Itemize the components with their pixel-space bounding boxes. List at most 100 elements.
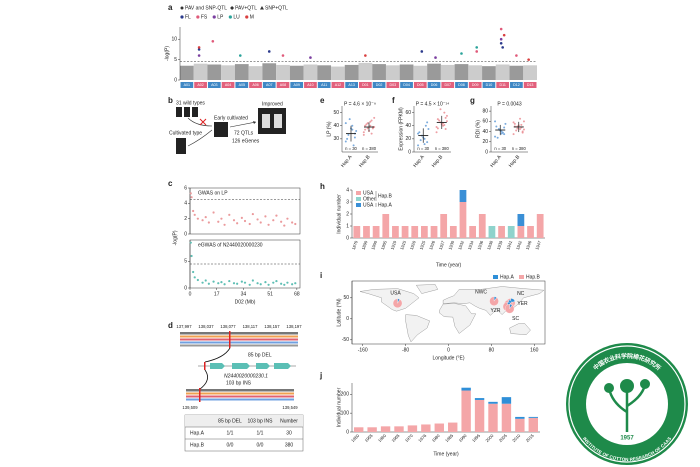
x-tick-label: 1946 [525, 239, 533, 250]
y-tick-label: 0 [184, 231, 187, 237]
snp-point [217, 282, 220, 285]
x-tick-label: 1955 [364, 432, 375, 443]
sample-point [417, 132, 420, 135]
snp-point [286, 217, 289, 220]
snp-point [291, 283, 294, 286]
panel-label: b [168, 96, 173, 105]
sample-point [366, 122, 369, 125]
y-tick-label: 0 [408, 149, 411, 155]
y-tick-label: 50 [333, 110, 339, 116]
snp-point [272, 281, 275, 284]
bar [411, 226, 419, 238]
qtl-point [475, 46, 479, 49]
x-tick-label: 1926 [428, 239, 436, 250]
snp-point [232, 282, 236, 285]
bar [449, 226, 457, 238]
legend-label: SNP+QTL [265, 5, 288, 11]
chromosome-label: D11 [500, 83, 506, 87]
sample-point [365, 123, 368, 126]
x-tick-label: 1890 [361, 239, 369, 250]
table: 85 bp DEL 103 bp INS Number Hap.A 1/1 1/… [184, 414, 304, 452]
panel-label: j [319, 371, 322, 380]
background-snps [221, 65, 235, 80]
bar [478, 214, 486, 238]
x-tick-label: 1960 [377, 432, 388, 443]
snp-point [207, 282, 210, 285]
x-tick-label: 1950 [350, 432, 361, 443]
legend-group: Hap.A [378, 202, 393, 208]
del-label: 85 bp DEL [248, 352, 272, 358]
bar [461, 390, 471, 432]
x-tick-label: 160 [530, 347, 539, 353]
bar [515, 416, 525, 419]
track [186, 392, 294, 395]
panel-label: h [320, 182, 325, 191]
panel-label: d [168, 321, 173, 330]
background-snps [207, 64, 222, 80]
chromosome-label: D03 [390, 83, 397, 87]
land [359, 288, 420, 312]
pie-slice [392, 298, 403, 308]
snp-point [243, 219, 247, 223]
chromosome-box [523, 82, 537, 88]
y-tick-label: 10 [171, 37, 177, 43]
qtl-point [238, 54, 242, 57]
chromosome-label: A02 [197, 83, 203, 87]
early-label: Early cultivated [214, 115, 248, 121]
sample-point [348, 118, 351, 121]
y-tick-label: 0 [346, 429, 349, 435]
legend-swatch [356, 191, 361, 195]
bar [507, 226, 515, 238]
bar [527, 226, 534, 238]
sample-point [364, 124, 367, 127]
pie-slice [489, 296, 499, 306]
snp-point [267, 283, 270, 286]
chromosome-box [413, 82, 427, 88]
legend-swatch [493, 275, 498, 279]
background-snps [509, 65, 524, 80]
sample-point [494, 120, 497, 123]
y-tick-label: 5 [174, 57, 177, 63]
chromosome-box [304, 82, 317, 88]
table-cell: 1/1 [257, 430, 264, 436]
y-tick-label: 20 [405, 136, 411, 142]
sample-point [513, 122, 516, 125]
y-tick-label: 0 [346, 235, 349, 241]
snp-point [201, 219, 204, 222]
bar [392, 226, 399, 238]
sample-point [497, 128, 500, 130]
snp-point [248, 283, 251, 286]
coordinate: 139,549 [282, 405, 298, 410]
background-snps [289, 65, 304, 80]
qtl-point [515, 54, 518, 57]
arrow-head [253, 121, 256, 124]
qtl-point [434, 56, 437, 59]
track [186, 398, 294, 401]
chromosome-label: A07 [266, 83, 272, 87]
y-tick-label: 4 [346, 187, 349, 193]
snp-point [259, 283, 262, 286]
panel-label: g [470, 96, 475, 105]
land [405, 314, 430, 343]
sample-point [503, 133, 506, 136]
sample-point [512, 121, 515, 124]
qtl-point [499, 42, 503, 45]
legend-label: USA [363, 190, 374, 196]
sample-point [366, 127, 369, 130]
wild-label: 31 wild types [176, 100, 205, 106]
snp-point [232, 219, 236, 222]
improved-label: Improved [262, 101, 283, 107]
x-tick-label: 1980 [431, 432, 442, 443]
y-axis-label: Expression (FPKM) [398, 107, 404, 151]
background-snps [427, 63, 441, 80]
p-value: P = 4.6 × 10⁻⁹ [344, 101, 376, 107]
sample-point [362, 131, 365, 134]
coordinate: 138,117 [243, 324, 258, 329]
sample-point [344, 122, 347, 125]
bar [498, 226, 505, 238]
coordinate: 138,077 [220, 324, 236, 329]
legend-label: FS [201, 14, 208, 20]
legend-label: M [250, 14, 254, 20]
panel-b: b 31 wild types Cultivated type Early cu… [168, 96, 286, 154]
sample-point [438, 119, 441, 122]
